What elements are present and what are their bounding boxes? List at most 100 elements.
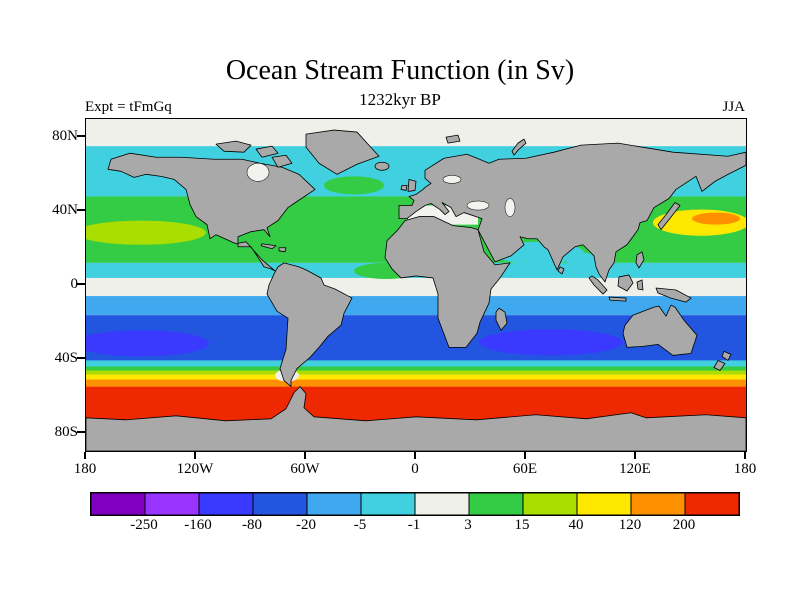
land-new-guinea — [655, 287, 692, 303]
land-eurasia — [398, 142, 746, 283]
patch-s-pacific-darkblue — [86, 330, 209, 357]
season-label: JJA — [722, 99, 745, 115]
caspian-sea — [504, 198, 516, 217]
colorbar-label-9: 120 — [618, 517, 642, 533]
lon-label-60w: 60W — [290, 461, 320, 477]
colorbar-label-4: -5 — [353, 517, 367, 533]
plot-title: Ocean Stream Function (in Sv) — [225, 55, 575, 86]
lon-tick-0 — [414, 452, 416, 459]
colorbar-cell-0 — [91, 493, 146, 515]
land-south-america — [266, 262, 353, 388]
colorbar-label-1: -160 — [184, 517, 212, 533]
lat-label-80n: 80N — [52, 128, 78, 144]
colorbar-cell-2 — [198, 493, 254, 515]
black-sea — [466, 200, 490, 211]
land-antarctica — [86, 386, 746, 451]
land-sulawesi — [636, 279, 644, 291]
band-acc-yellowgreen — [86, 370, 746, 375]
colorbar-cell-3 — [252, 493, 308, 515]
lon-tick-180e — [744, 452, 746, 459]
land-cuba — [260, 243, 277, 250]
land-uk — [407, 178, 417, 192]
colorbar-cells — [90, 492, 740, 516]
hudson-bay — [246, 163, 270, 182]
colorbar-label-3: -20 — [296, 517, 316, 533]
lon-tick-180w — [84, 452, 86, 459]
land-iceland — [374, 161, 390, 171]
band-acc-green — [86, 366, 746, 371]
lon-label-180w: 180 — [73, 461, 97, 477]
patch-s-indian-darkblue — [479, 329, 623, 356]
baltic-sea — [442, 175, 462, 184]
colorbar-cell-11 — [684, 493, 739, 515]
lat-tick-0 — [77, 283, 85, 285]
world-map — [86, 119, 746, 451]
lat-label-80s: 80S — [54, 424, 78, 440]
plot-subtitle: 1232kyr BP — [359, 90, 441, 109]
land-australia — [622, 304, 698, 356]
colorbar-cell-8 — [522, 493, 578, 515]
colorbar-label-6: 3 — [464, 517, 472, 533]
band-acc-orange — [86, 379, 746, 387]
lat-tick-80s — [77, 431, 85, 433]
lon-tick-120e — [634, 452, 636, 459]
land-baffin — [271, 154, 293, 168]
lat-label-40s: 40S — [54, 350, 78, 366]
land-greenland — [305, 129, 380, 175]
land-svalbard — [445, 134, 461, 144]
land-arctic-island-1 — [215, 140, 252, 153]
colorbar-cell-4 — [306, 493, 362, 515]
band-arctic-white — [86, 119, 746, 147]
colorbar-cell-10 — [630, 493, 686, 515]
patch-bengal-cyan — [567, 252, 599, 269]
band-s-tropic-lightblue — [86, 296, 746, 316]
colorbar-cell-1 — [144, 493, 200, 515]
patch-ne-pacific-yellowgreen — [86, 220, 206, 245]
lon-label-180e: 180 — [733, 461, 757, 477]
colorbar-label-2: -80 — [242, 517, 262, 533]
lat-label-40n: 40N — [52, 202, 78, 218]
lat-tick-40n — [77, 209, 85, 211]
inland-seas — [246, 163, 516, 217]
lat-label-0: 0 — [70, 276, 79, 292]
land-borneo — [617, 274, 634, 292]
land-africa — [384, 216, 511, 348]
band-acc-cyan — [86, 360, 746, 367]
colorbar-label-7: 15 — [514, 517, 530, 533]
colorbar-label-0: -250 — [130, 517, 158, 533]
lon-label-120e: 120E — [619, 461, 651, 477]
patch-kuroshio-orange — [692, 212, 740, 225]
lon-tick-60w — [304, 452, 306, 459]
colorbar-cell-5 — [360, 493, 416, 515]
land-north-america — [107, 152, 316, 272]
lat-tick-40s — [77, 357, 85, 359]
colorbar-label-10: 200 — [672, 517, 696, 533]
land-hispaniola — [278, 247, 287, 253]
land-japan — [657, 202, 681, 231]
band-acc-yellow — [86, 374, 746, 380]
colorbar-cell-9 — [576, 493, 632, 515]
band-equator-white — [86, 277, 746, 297]
land-sumatra — [588, 275, 608, 295]
lon-label-60e: 60E — [512, 461, 538, 477]
colorbar-label-5: -1 — [407, 517, 421, 533]
lon-tick-120w — [194, 452, 196, 459]
land-new-zealand-south — [713, 360, 726, 371]
lon-label-120w: 120W — [176, 461, 214, 477]
patch-n-atlantic-green — [324, 176, 384, 195]
land-novaya-zemlya — [511, 138, 527, 156]
land-philippines — [635, 251, 645, 269]
land-new-zealand-north — [721, 350, 732, 361]
map-frame — [85, 118, 747, 452]
lon-label-0: 0 — [411, 461, 419, 477]
land-java — [608, 296, 627, 302]
colorbar-cell-6 — [414, 493, 470, 515]
land-sri-lanka — [557, 266, 565, 275]
experiment-label: Expt = tFmGq — [85, 99, 172, 115]
lon-tick-60e — [524, 452, 526, 459]
lat-tick-80n — [77, 135, 85, 137]
colorbar-cell-7 — [468, 493, 524, 515]
colorbar-label-8: 40 — [568, 517, 584, 533]
land-ireland — [400, 184, 408, 191]
